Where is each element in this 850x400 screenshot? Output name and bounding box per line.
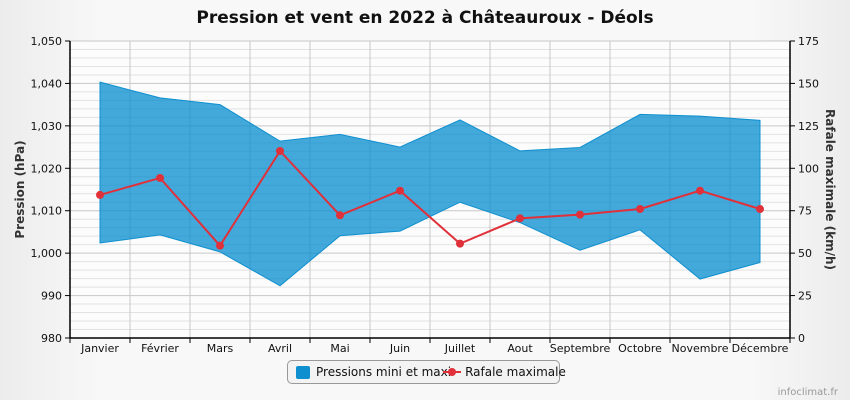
legend-pressure-label: Pressions mini et maxi [316, 365, 452, 379]
svg-text:Octobre: Octobre [618, 342, 662, 355]
credit-text: infoclimat.fr [777, 387, 838, 398]
gust-point[interactable] [516, 214, 524, 223]
legend-item-pressure[interactable]: Pressions mini et maxi [296, 365, 451, 379]
svg-text:50: 50 [798, 247, 812, 260]
svg-text:Février: Février [141, 342, 179, 355]
pressure-swatch-icon [296, 365, 310, 379]
svg-text:Rafale maximale (km/h): Rafale maximale (km/h) [823, 109, 837, 270]
svg-text:1,010: 1,010 [31, 205, 63, 218]
gust-point[interactable] [636, 205, 644, 214]
svg-text:150: 150 [798, 77, 819, 90]
svg-text:Avril: Avril [268, 342, 292, 355]
svg-text:Pression (hPa): Pression (hPa) [13, 140, 27, 238]
chart-title: Pression et vent en 2022 à Châteauroux -… [196, 8, 654, 28]
svg-text:Novembre: Novembre [672, 342, 729, 355]
pressure-range-area [99, 81, 761, 287]
gust-point[interactable] [276, 146, 284, 155]
svg-text:Aout: Aout [507, 342, 533, 355]
svg-text:1,030: 1,030 [31, 120, 63, 133]
svg-text:980: 980 [41, 332, 62, 345]
svg-text:1,050: 1,050 [31, 35, 63, 48]
gust-point[interactable] [456, 239, 464, 248]
svg-text:Juillet: Juillet [444, 342, 476, 355]
gust-point[interactable] [96, 190, 104, 199]
legend[interactable]: Pressions mini et maxi Rafale maximale [287, 360, 566, 384]
gust-point[interactable] [216, 241, 224, 250]
svg-text:Décembre: Décembre [732, 342, 789, 355]
legend-gust-label: Rafale maximale [465, 365, 566, 379]
svg-text:100: 100 [798, 162, 819, 175]
gust-point[interactable] [756, 205, 764, 214]
svg-text:Janvier: Janvier [80, 342, 119, 355]
axes: 980 990 1,000 1,010 1,020 1,030 1,040 1,050 0 25 5… [13, 35, 837, 355]
gust-point[interactable] [336, 211, 344, 220]
svg-text:0: 0 [798, 332, 805, 345]
svg-text:125: 125 [798, 120, 819, 133]
gust-point[interactable] [396, 186, 404, 195]
svg-text:1,040: 1,040 [31, 77, 63, 90]
svg-text:Mars: Mars [207, 342, 234, 355]
gust-point[interactable] [576, 210, 584, 219]
svg-text:175: 175 [798, 35, 819, 48]
legend-item-gust[interactable]: Rafale maximale [443, 365, 566, 379]
svg-text:25: 25 [798, 290, 812, 303]
gust-point[interactable] [696, 186, 704, 195]
gust-line-series [96, 146, 764, 250]
gust-point[interactable] [156, 173, 164, 182]
svg-text:75: 75 [798, 205, 812, 218]
line-marker-icon [443, 366, 462, 378]
svg-text:990: 990 [41, 290, 62, 303]
svg-text:Septembre: Septembre [550, 342, 611, 355]
svg-text:1,000: 1,000 [31, 247, 63, 260]
svg-text:1,020: 1,020 [31, 162, 63, 175]
svg-text:Mai: Mai [330, 342, 349, 355]
svg-text:Juin: Juin [389, 342, 410, 355]
